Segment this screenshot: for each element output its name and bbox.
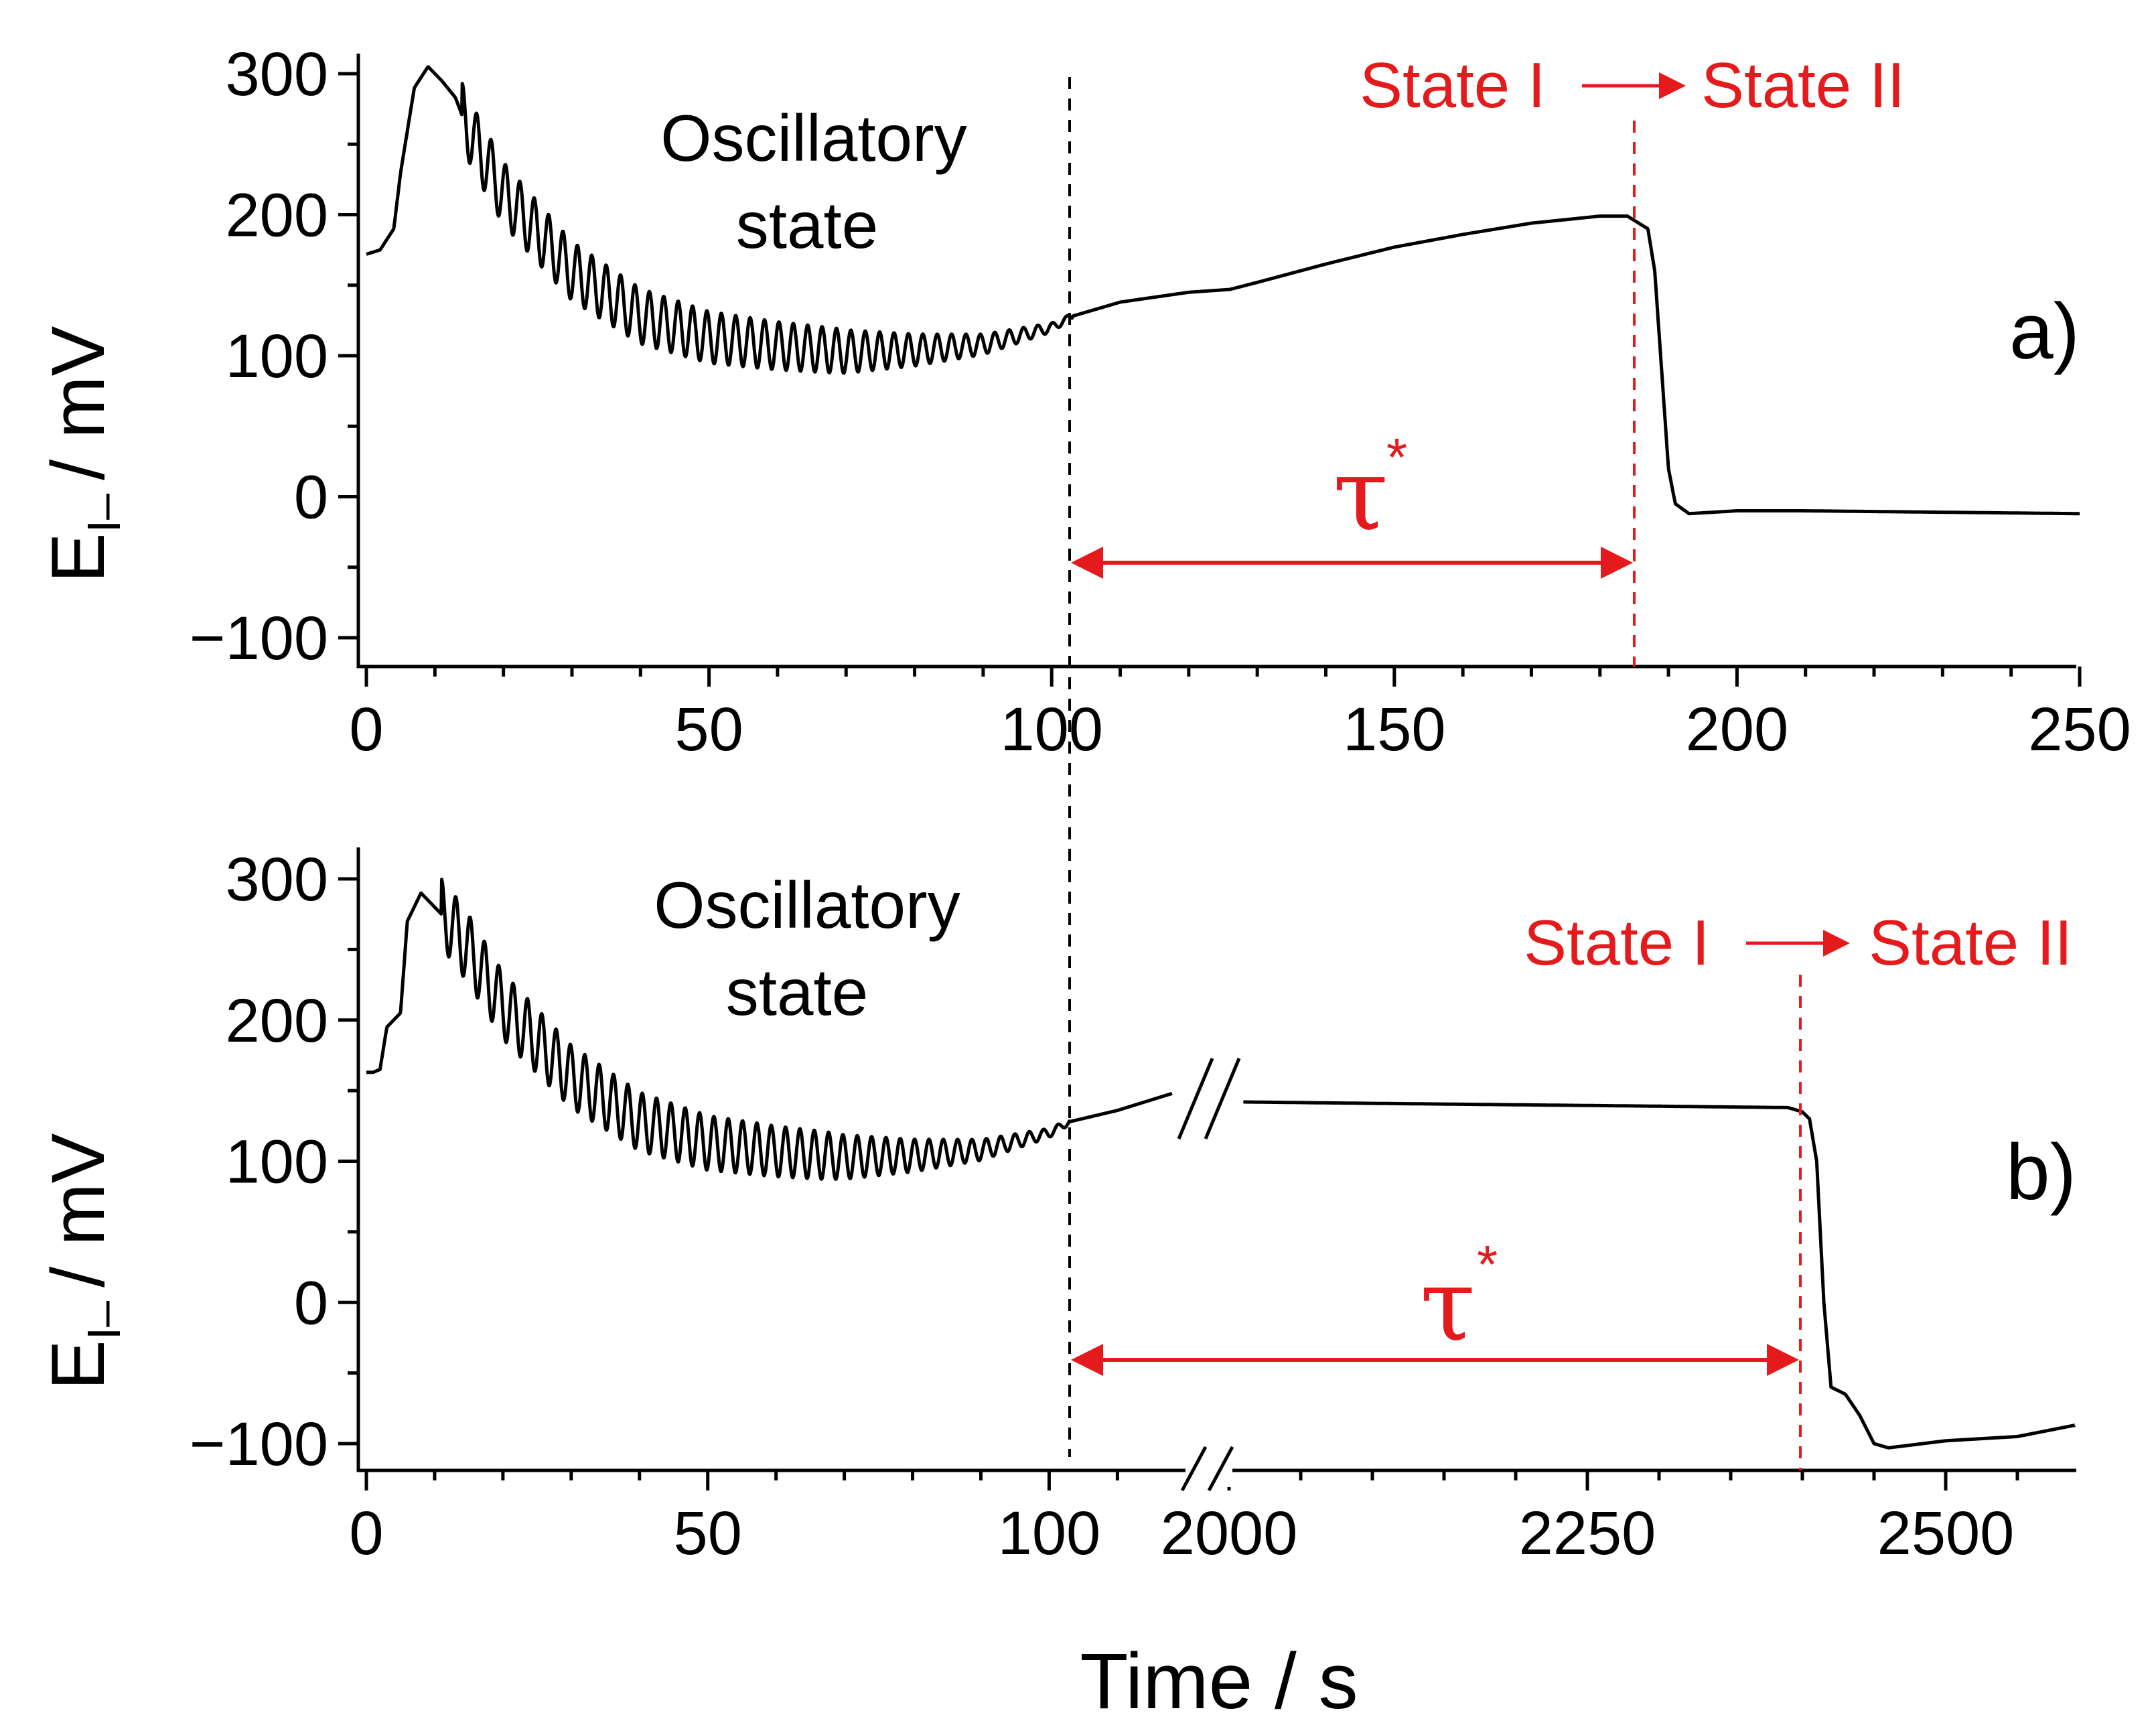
curve-break-mark-1 — [1177, 1058, 1214, 1139]
panel-b-annotation-line1: Oscillatory — [654, 868, 960, 942]
panel-a-xtick-label: 200 — [1686, 695, 1789, 764]
panel-a-annotation-line1: Oscillatory — [660, 101, 966, 175]
panel-b-series-line-early — [365, 878, 1173, 1181]
panel-a-ylabel: EI–/ mV — [36, 326, 130, 583]
panel-b-ytick-label: 300 — [226, 845, 329, 914]
axis-break-mark-2 — [1207, 1446, 1234, 1492]
panel-b-ylabel: EI–/ mV — [36, 1133, 130, 1390]
curve-break-mark-2 — [1204, 1058, 1241, 1139]
panel-b-xtick-label: 0 — [349, 1499, 383, 1568]
panel-b-ytick-label: 200 — [226, 987, 329, 1055]
panel-a-state-to: State II — [1701, 50, 1905, 121]
panel-b-xtick-label: 50 — [674, 1499, 742, 1568]
panel-a-axes — [356, 54, 2076, 669]
panel-a-ytick-label: 200 — [226, 182, 329, 250]
panel-a-xtick-label: 50 — [674, 695, 743, 764]
panel-b-series-line-late — [1242, 1100, 2076, 1450]
panel-b-annotation-line2: state — [726, 955, 868, 1029]
panel-a-tau-star: * — [1386, 427, 1407, 487]
panel-b-xtick-label: 2000 — [1161, 1499, 1298, 1568]
panel-b-state-to: State II — [1869, 907, 2072, 979]
panel-a-ytick-label: 100 — [226, 322, 329, 391]
panel-a-xtick-label: 0 — [349, 695, 383, 764]
panel-b-axes — [356, 847, 2076, 1472]
panel-b-tau-label: τ — [1420, 1247, 1476, 1364]
panel-a: 300 200 100 0 −100 0 50 100 150 200 250 Oscillato… — [190, 40, 2131, 764]
panel-b-xtick-label: 2250 — [1519, 1499, 1656, 1568]
panel-a-ytick-label: −100 — [190, 604, 328, 673]
panel-a-annotation-line2: state — [736, 188, 878, 262]
panel-a-xtick-label: 250 — [2028, 695, 2131, 764]
panel-b-ytick-label: 100 — [226, 1128, 329, 1196]
panel-a-label: a) — [2009, 287, 2080, 376]
panel-b-tau-star: * — [1477, 1235, 1498, 1294]
panel-b-ytick-label: 0 — [294, 1269, 328, 1337]
panel-b-xtick-label: 2500 — [1877, 1499, 2015, 1568]
panel-a-state-from: State I — [1360, 50, 1546, 121]
panel-b-ytick-label: −100 — [190, 1410, 328, 1478]
axis-break-mark-1 — [1180, 1446, 1208, 1492]
panel-a-xtick-label: 100 — [1000, 695, 1103, 764]
panel-a-series-line — [365, 65, 2081, 516]
panel-b: 300 200 100 0 −100 0 50 100 2000 2250 2500 Oscill… — [190, 845, 2076, 1568]
panel-a-ytick-label: 300 — [226, 40, 329, 109]
panel-a-ytick-label: 0 — [294, 464, 328, 532]
panel-a-xtick-label: 150 — [1343, 695, 1446, 764]
panel-b-xtick-label: 100 — [998, 1499, 1101, 1568]
x-axis-title: Time / s — [1080, 1637, 1358, 1726]
panel-b-label: b) — [2006, 1128, 2076, 1217]
panel-b-state-from: State I — [1524, 907, 1710, 979]
panel-a-tau-label: τ — [1333, 437, 1388, 553]
